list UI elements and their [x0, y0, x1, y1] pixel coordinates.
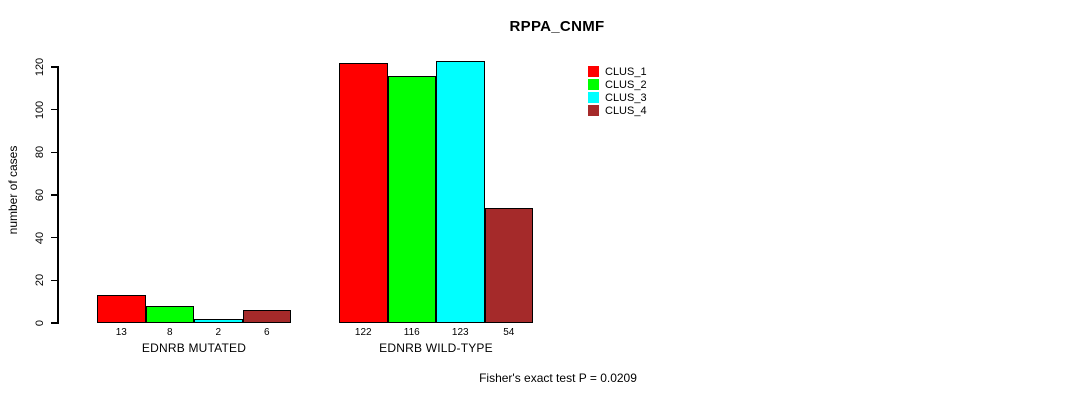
bar-clus_2-group2 [387, 75, 436, 323]
y-tick-label: 20 [34, 274, 46, 287]
chart-title: RPPA_CNMF [509, 18, 605, 35]
legend-item-clus_3: CLUS_3 [588, 91, 647, 104]
y-tick-label: 100 [34, 100, 46, 119]
legend-swatch-icon [588, 79, 599, 90]
legend-swatch-icon [588, 92, 599, 103]
legend-item-clus_1: CLUS_1 [588, 65, 647, 78]
legend-label: CLUS_2 [605, 78, 647, 91]
x-category-label: EDNRB WILD-TYPE [379, 341, 493, 355]
y-tick-label: 80 [34, 146, 46, 159]
legend: CLUS_1 CLUS_2 CLUS_3 CLUS_4 [588, 65, 647, 117]
bar-clus_4-group2 [484, 207, 533, 323]
y-tick-mark [51, 151, 58, 154]
y-tick-label: 40 [34, 231, 46, 244]
bar-clus_2-group1 [145, 305, 194, 323]
annotation-text: Fisher's exact test P = 0.0209 [479, 371, 637, 385]
y-tick-label: 120 [34, 57, 46, 77]
bar-clus_3-group1 [194, 318, 243, 323]
x-category-label: EDNRB MUTATED [141, 341, 247, 355]
bar-clus_4-group1 [242, 310, 291, 323]
legend-item-clus_2: CLUS_2 [588, 78, 647, 91]
y-tick-mark [51, 66, 58, 68]
y-axis-label: number of cases [6, 145, 20, 235]
y-tick-mark [51, 108, 58, 111]
y-tick-label: 0 [34, 319, 46, 327]
bar-clus_3-group2 [436, 60, 485, 323]
bar-clus_1-group1 [97, 295, 146, 323]
legend-swatch-icon [588, 105, 599, 116]
bar-value-label: 116 [403, 327, 420, 338]
bar-value-label: 123 [451, 327, 469, 338]
y-tick-mark [51, 194, 58, 196]
legend-swatch-icon [588, 66, 599, 77]
legend-item-clus_4: CLUS_4 [588, 104, 647, 117]
bar-value-label: 13 [115, 327, 127, 338]
legend-label: CLUS_4 [605, 104, 647, 117]
bar-value-label: 6 [263, 327, 270, 338]
bar-value-label: 54 [503, 327, 515, 338]
y-tick-mark [51, 236, 58, 239]
legend-label: CLUS_1 [605, 65, 647, 78]
legend-label: CLUS_3 [605, 91, 647, 104]
bar-clus_1-group2 [339, 62, 388, 323]
y-tick-label: 60 [34, 188, 46, 202]
y-tick-mark [51, 322, 58, 324]
y-tick-mark [51, 279, 58, 282]
bar-value-label: 8 [166, 327, 173, 338]
bar-value-label: 122 [354, 327, 372, 338]
bar-value-label: 2 [215, 327, 222, 338]
